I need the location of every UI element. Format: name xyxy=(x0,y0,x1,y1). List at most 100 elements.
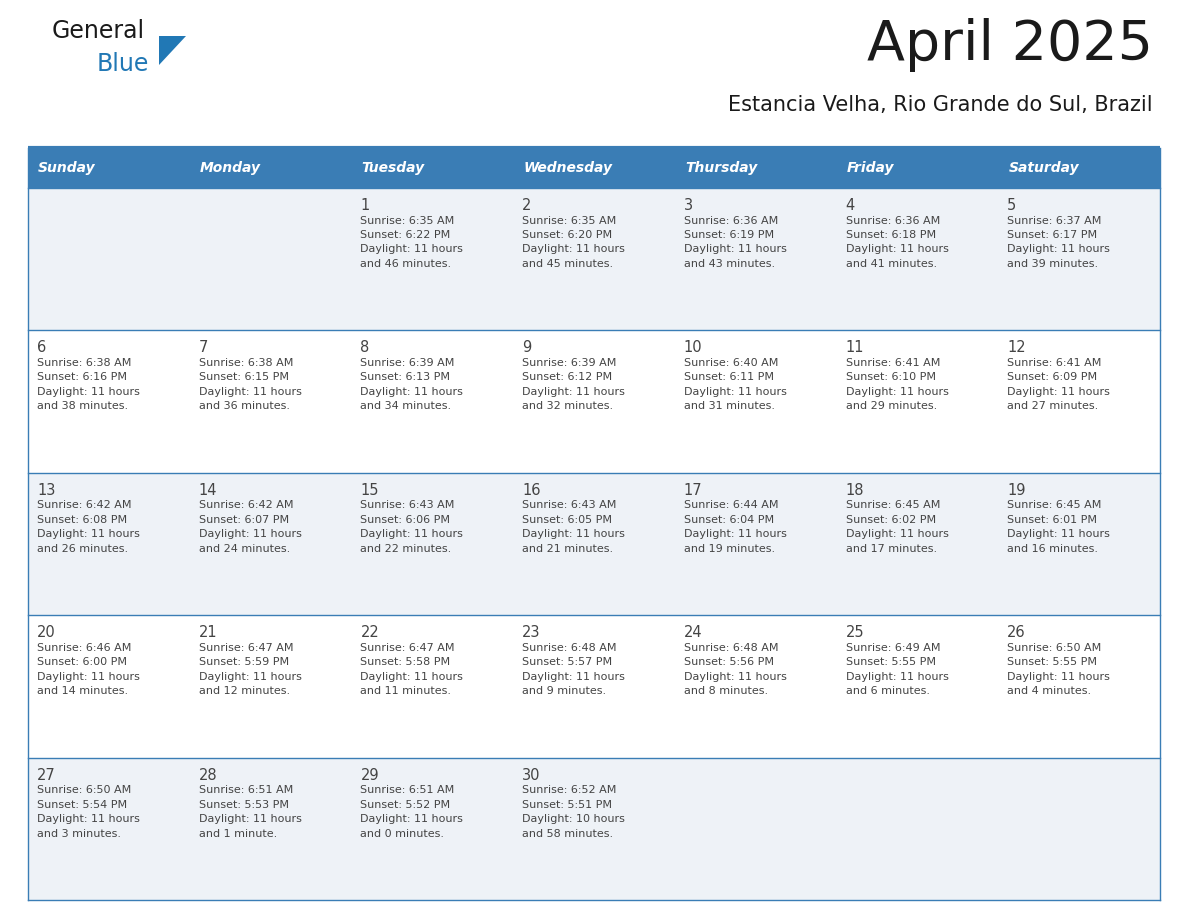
Text: Sunset: 5:55 PM: Sunset: 5:55 PM xyxy=(846,657,936,667)
Text: Sunrise: 6:50 AM: Sunrise: 6:50 AM xyxy=(37,785,131,795)
Text: 28: 28 xyxy=(198,767,217,783)
Text: Daylight: 11 hours: Daylight: 11 hours xyxy=(37,672,140,682)
Text: 26: 26 xyxy=(1007,625,1026,640)
Text: 4: 4 xyxy=(846,198,855,213)
Text: General: General xyxy=(52,19,145,43)
Text: and 29 minutes.: and 29 minutes. xyxy=(846,401,937,411)
Text: 5: 5 xyxy=(1007,198,1017,213)
Bar xyxy=(190,148,352,188)
Text: 3: 3 xyxy=(684,198,693,213)
Polygon shape xyxy=(159,36,187,65)
Text: and 31 minutes.: and 31 minutes. xyxy=(684,401,775,411)
Bar xyxy=(836,148,998,188)
Bar xyxy=(675,148,836,188)
Text: Daylight: 11 hours: Daylight: 11 hours xyxy=(360,814,463,824)
Text: Daylight: 11 hours: Daylight: 11 hours xyxy=(1007,530,1110,539)
Text: Sunset: 5:59 PM: Sunset: 5:59 PM xyxy=(198,657,289,667)
Text: Daylight: 11 hours: Daylight: 11 hours xyxy=(684,386,786,397)
Text: Blue: Blue xyxy=(97,52,150,76)
Text: Sunrise: 6:45 AM: Sunrise: 6:45 AM xyxy=(1007,500,1101,510)
Text: Daylight: 11 hours: Daylight: 11 hours xyxy=(523,386,625,397)
Text: Wednesday: Wednesday xyxy=(523,161,612,175)
Text: Daylight: 11 hours: Daylight: 11 hours xyxy=(523,244,625,254)
Text: Sunrise: 6:41 AM: Sunrise: 6:41 AM xyxy=(846,358,940,368)
Text: and 46 minutes.: and 46 minutes. xyxy=(360,259,451,269)
Text: and 38 minutes.: and 38 minutes. xyxy=(37,401,128,411)
Bar xyxy=(29,330,1159,473)
Text: and 34 minutes.: and 34 minutes. xyxy=(360,401,451,411)
Text: Sunrise: 6:42 AM: Sunrise: 6:42 AM xyxy=(198,500,293,510)
Text: Sunrise: 6:43 AM: Sunrise: 6:43 AM xyxy=(523,500,617,510)
Text: 16: 16 xyxy=(523,483,541,498)
Text: Estancia Velha, Rio Grande do Sul, Brazil: Estancia Velha, Rio Grande do Sul, Brazi… xyxy=(728,95,1154,115)
Text: Sunset: 6:20 PM: Sunset: 6:20 PM xyxy=(523,230,612,240)
Text: Sunrise: 6:47 AM: Sunrise: 6:47 AM xyxy=(360,643,455,653)
Text: Daylight: 11 hours: Daylight: 11 hours xyxy=(684,530,786,539)
Text: Sunset: 6:19 PM: Sunset: 6:19 PM xyxy=(684,230,775,240)
Text: 25: 25 xyxy=(846,625,864,640)
Text: Sunrise: 6:39 AM: Sunrise: 6:39 AM xyxy=(360,358,455,368)
Text: Daylight: 11 hours: Daylight: 11 hours xyxy=(1007,244,1110,254)
Text: Sunset: 6:10 PM: Sunset: 6:10 PM xyxy=(846,373,936,383)
Text: 12: 12 xyxy=(1007,341,1026,355)
Bar xyxy=(29,148,190,188)
Text: Daylight: 11 hours: Daylight: 11 hours xyxy=(360,530,463,539)
Text: Sunrise: 6:43 AM: Sunrise: 6:43 AM xyxy=(360,500,455,510)
Text: 21: 21 xyxy=(198,625,217,640)
Text: and 36 minutes.: and 36 minutes. xyxy=(198,401,290,411)
Text: Sunrise: 6:50 AM: Sunrise: 6:50 AM xyxy=(1007,643,1101,653)
Text: and 17 minutes.: and 17 minutes. xyxy=(846,543,936,554)
Text: Sunset: 6:00 PM: Sunset: 6:00 PM xyxy=(37,657,127,667)
Text: and 58 minutes.: and 58 minutes. xyxy=(523,829,613,839)
Text: Sunset: 6:22 PM: Sunset: 6:22 PM xyxy=(360,230,450,240)
Text: and 21 minutes.: and 21 minutes. xyxy=(523,543,613,554)
Text: 6: 6 xyxy=(37,341,46,355)
Text: Sunrise: 6:42 AM: Sunrise: 6:42 AM xyxy=(37,500,132,510)
Text: Sunset: 6:09 PM: Sunset: 6:09 PM xyxy=(1007,373,1098,383)
Text: Daylight: 10 hours: Daylight: 10 hours xyxy=(523,814,625,824)
Text: Sunset: 6:18 PM: Sunset: 6:18 PM xyxy=(846,230,936,240)
Text: Daylight: 11 hours: Daylight: 11 hours xyxy=(1007,672,1110,682)
Text: Sunset: 6:15 PM: Sunset: 6:15 PM xyxy=(198,373,289,383)
Text: and 8 minutes.: and 8 minutes. xyxy=(684,686,767,696)
Text: Daylight: 11 hours: Daylight: 11 hours xyxy=(846,244,948,254)
Text: Monday: Monday xyxy=(200,161,260,175)
Text: and 19 minutes.: and 19 minutes. xyxy=(684,543,775,554)
Text: and 32 minutes.: and 32 minutes. xyxy=(523,401,613,411)
Text: Daylight: 11 hours: Daylight: 11 hours xyxy=(198,672,302,682)
Text: Sunset: 5:52 PM: Sunset: 5:52 PM xyxy=(360,800,450,810)
Text: Sunrise: 6:44 AM: Sunrise: 6:44 AM xyxy=(684,500,778,510)
Text: and 14 minutes.: and 14 minutes. xyxy=(37,686,128,696)
Text: and 26 minutes.: and 26 minutes. xyxy=(37,543,128,554)
Text: Sunset: 6:05 PM: Sunset: 6:05 PM xyxy=(523,515,612,525)
Text: Sunrise: 6:48 AM: Sunrise: 6:48 AM xyxy=(684,643,778,653)
Text: Sunset: 6:16 PM: Sunset: 6:16 PM xyxy=(37,373,127,383)
Text: Sunset: 6:17 PM: Sunset: 6:17 PM xyxy=(1007,230,1098,240)
Text: Sunset: 6:04 PM: Sunset: 6:04 PM xyxy=(684,515,775,525)
Text: Sunset: 6:06 PM: Sunset: 6:06 PM xyxy=(360,515,450,525)
Text: April 2025: April 2025 xyxy=(867,18,1154,72)
Text: Sunrise: 6:35 AM: Sunrise: 6:35 AM xyxy=(360,216,455,226)
Bar xyxy=(29,615,1159,757)
Text: Daylight: 11 hours: Daylight: 11 hours xyxy=(523,672,625,682)
Text: Sunrise: 6:45 AM: Sunrise: 6:45 AM xyxy=(846,500,940,510)
Bar xyxy=(998,148,1159,188)
Text: 9: 9 xyxy=(523,341,531,355)
Text: Sunrise: 6:39 AM: Sunrise: 6:39 AM xyxy=(523,358,617,368)
Text: Thursday: Thursday xyxy=(684,161,757,175)
Text: 2: 2 xyxy=(523,198,531,213)
Text: 19: 19 xyxy=(1007,483,1025,498)
Text: and 9 minutes.: and 9 minutes. xyxy=(523,686,606,696)
Text: Saturday: Saturday xyxy=(1009,161,1079,175)
Text: Sunset: 6:02 PM: Sunset: 6:02 PM xyxy=(846,515,936,525)
Text: Sunrise: 6:48 AM: Sunrise: 6:48 AM xyxy=(523,643,617,653)
Text: Daylight: 11 hours: Daylight: 11 hours xyxy=(198,386,302,397)
Text: and 3 minutes.: and 3 minutes. xyxy=(37,829,121,839)
Text: 17: 17 xyxy=(684,483,702,498)
Text: Daylight: 11 hours: Daylight: 11 hours xyxy=(523,530,625,539)
Text: 22: 22 xyxy=(360,625,379,640)
Text: and 0 minutes.: and 0 minutes. xyxy=(360,829,444,839)
Text: Sunset: 5:55 PM: Sunset: 5:55 PM xyxy=(1007,657,1098,667)
Text: and 43 minutes.: and 43 minutes. xyxy=(684,259,775,269)
Text: 13: 13 xyxy=(37,483,56,498)
